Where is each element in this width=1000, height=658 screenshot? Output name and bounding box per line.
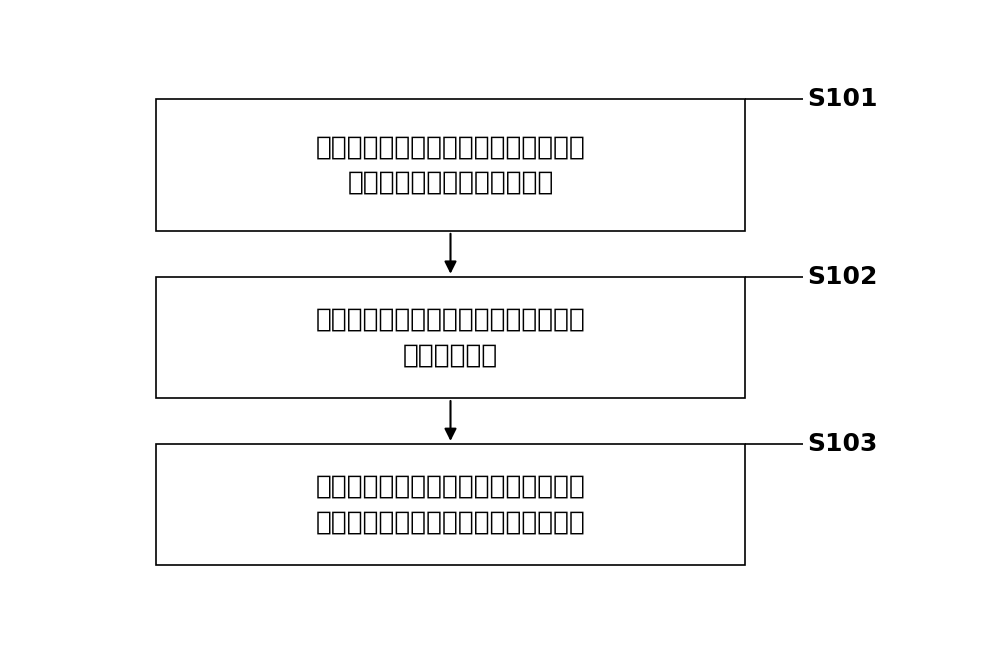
Text: 向图的稀疏性，建立优化公式: 向图的稀疏性，建立优化公式 [347,170,554,196]
Text: 基于迭代复加权最小二乘法求解最优权: 基于迭代复加权最小二乘法求解最优权 [316,474,585,500]
Bar [156,443,745,565]
Text: S101: S101 [807,88,878,111]
Text: 矢量，并根据最优权矢量计算信干噪比: 矢量，并根据最优权矢量计算信干噪比 [316,509,585,536]
Bar [156,276,745,398]
Text: S102: S102 [807,265,877,289]
Text: 根据阵列输出绝对值统计平均与波束方: 根据阵列输出绝对值统计平均与波束方 [316,134,585,161]
Text: 通过无穷范数归一化和特征子空间法，: 通过无穷范数归一化和特征子空间法， [316,307,585,333]
Text: 构建加权矩阵: 构建加权矩阵 [403,342,498,368]
Bar [156,99,745,231]
Text: S103: S103 [807,432,877,456]
